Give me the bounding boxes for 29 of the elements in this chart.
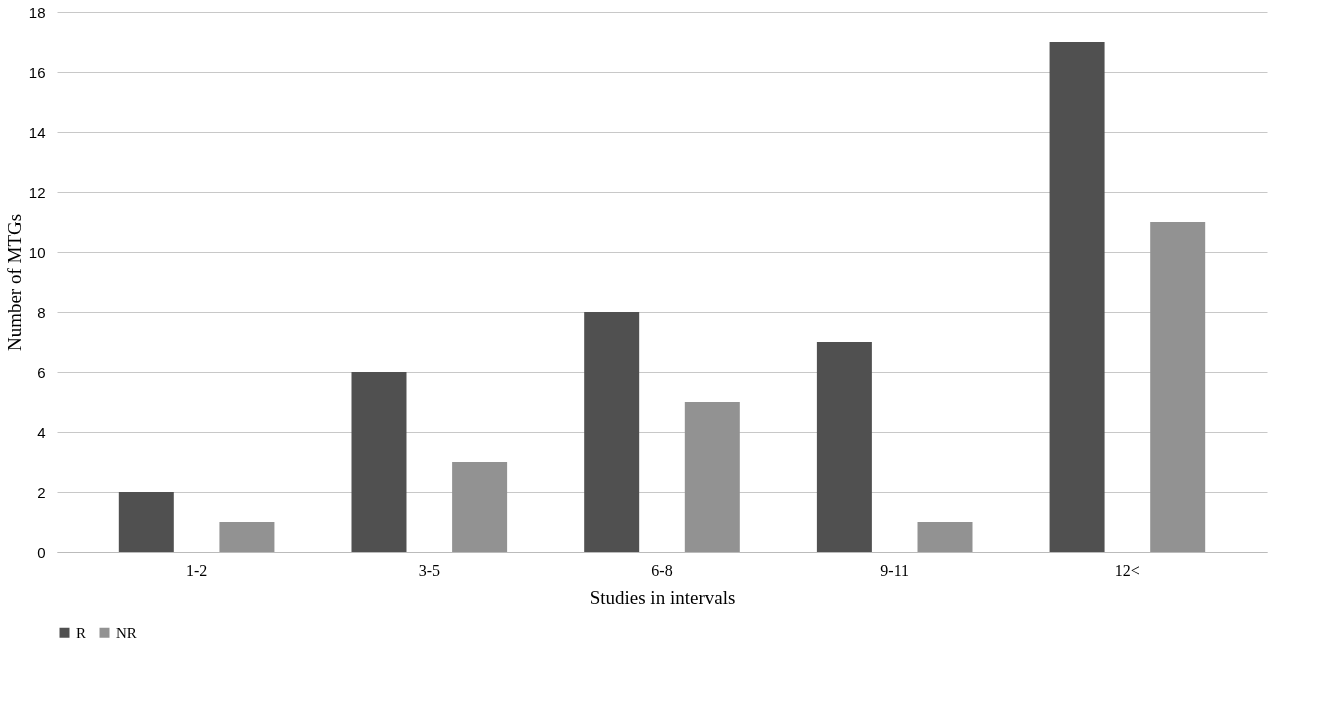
y-tick-label: 12 [28, 183, 46, 201]
y-tick-label: 18 [28, 3, 46, 21]
bar [684, 402, 740, 552]
y-tick-label: 10 [28, 243, 46, 261]
x-tick-label: 6-8 [651, 561, 673, 579]
y-tick-label: 6 [37, 363, 46, 381]
bar [452, 462, 508, 552]
legend-label: NR [116, 624, 137, 641]
bar [1049, 42, 1105, 552]
bar [917, 522, 973, 552]
x-tick-label: 12< [1114, 561, 1140, 579]
y-tick-label: 16 [28, 63, 46, 81]
x-tick-label: 9-11 [880, 561, 910, 579]
bar [816, 342, 872, 552]
y-tick-label: 2 [37, 483, 46, 501]
bar [219, 522, 275, 552]
y-tick-label: 0 [37, 543, 46, 561]
y-tick-label: 14 [28, 123, 46, 141]
x-axis-title: Studies in intervals [589, 586, 736, 608]
bar [351, 372, 407, 552]
y-tick-label: 4 [37, 423, 46, 441]
bar [584, 312, 640, 552]
y-tick-label: 8 [37, 303, 46, 321]
bar [1150, 222, 1206, 552]
x-tick-label: 3-5 [418, 561, 440, 579]
bar [118, 492, 174, 552]
x-tick-label: 1-2 [185, 561, 208, 579]
legend-label: R [76, 624, 87, 641]
y-axis-title: Number of MTGs [3, 213, 25, 352]
